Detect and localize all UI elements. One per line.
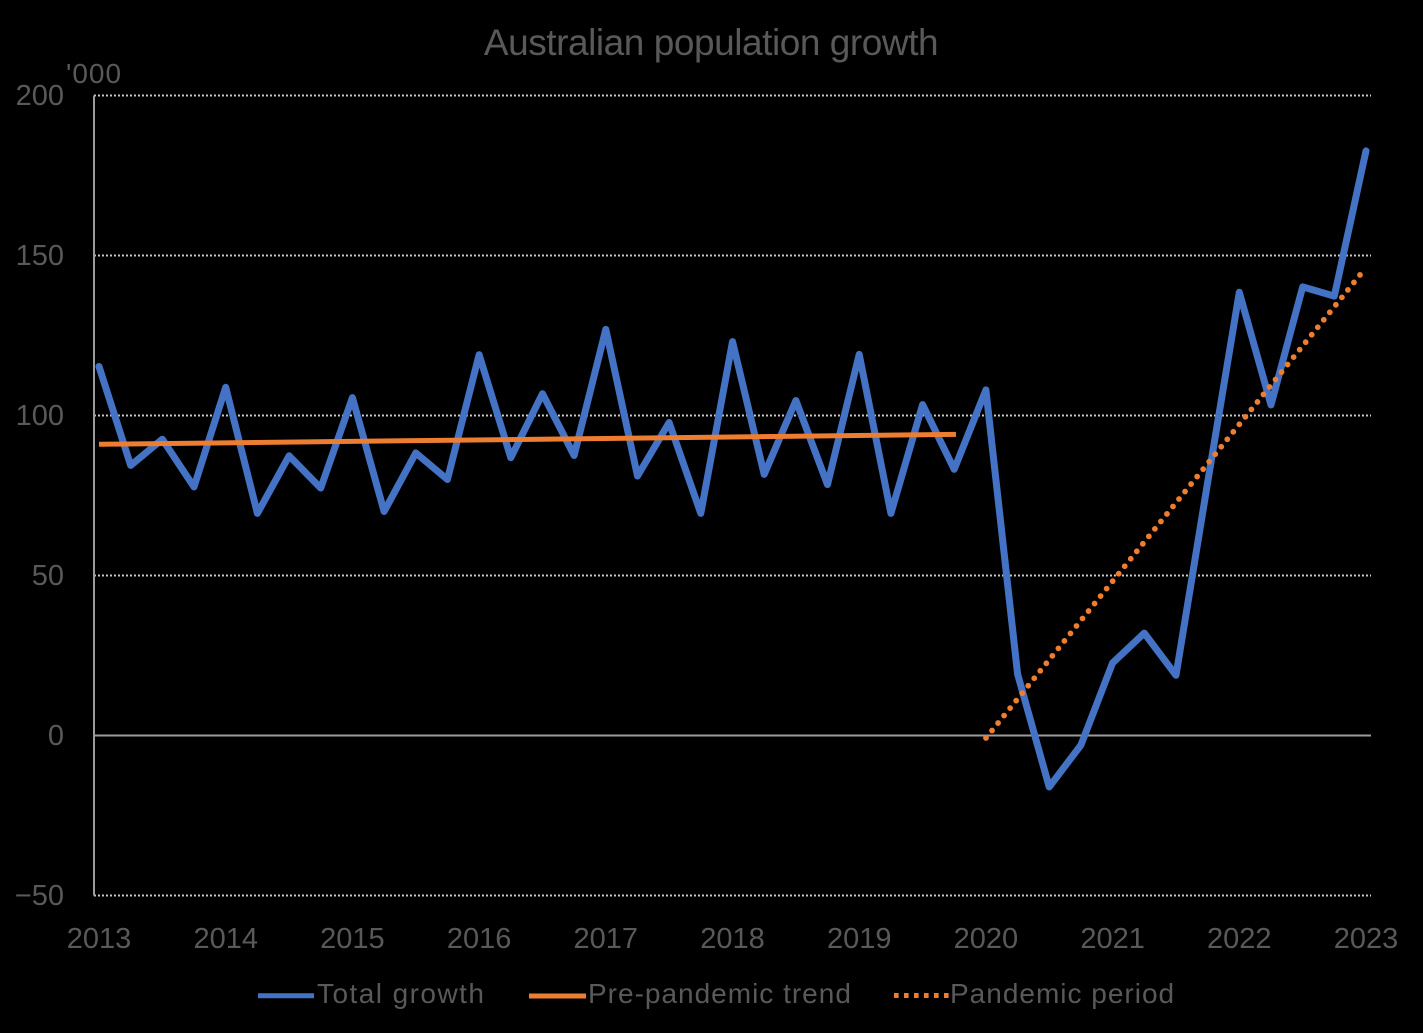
svg-text:Total growth: Total growth	[317, 978, 485, 1009]
svg-text:Australian population growth: Australian population growth	[484, 22, 938, 63]
svg-text:2013: 2013	[67, 923, 132, 955]
svg-text:100: 100	[16, 400, 64, 432]
svg-text:2021: 2021	[1080, 923, 1145, 955]
svg-text:150: 150	[16, 240, 64, 272]
svg-text:2014: 2014	[193, 923, 258, 955]
svg-text:0: 0	[48, 720, 64, 752]
svg-text:2015: 2015	[320, 923, 385, 955]
svg-text:Pandemic period: Pandemic period	[950, 978, 1175, 1009]
svg-text:2016: 2016	[447, 923, 512, 955]
svg-text:Pre-pandemic trend: Pre-pandemic trend	[588, 978, 852, 1009]
svg-text:2019: 2019	[827, 923, 892, 955]
svg-text:'000: '000	[66, 58, 122, 89]
svg-text:200: 200	[16, 80, 64, 112]
svg-text:2017: 2017	[574, 923, 639, 955]
svg-text:2022: 2022	[1207, 923, 1272, 955]
svg-text:50: 50	[32, 560, 64, 592]
svg-text:−50: −50	[15, 880, 64, 912]
svg-text:2023: 2023	[1334, 923, 1399, 955]
svg-text:2020: 2020	[954, 923, 1019, 955]
svg-text:2018: 2018	[700, 923, 765, 955]
